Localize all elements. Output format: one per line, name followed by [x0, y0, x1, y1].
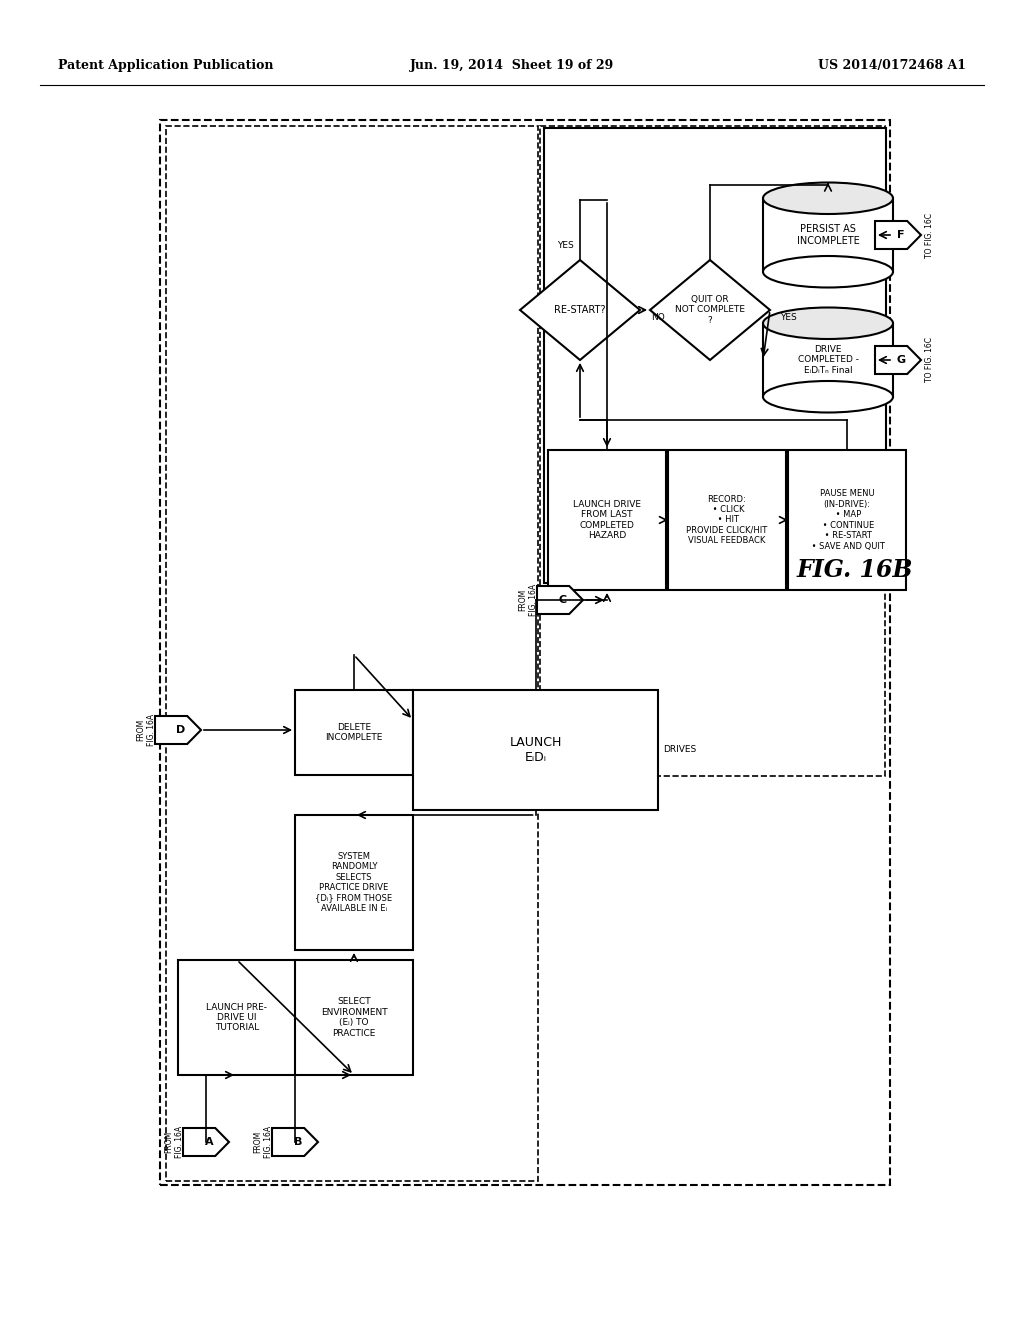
Text: FROM
FIG. 16A: FROM FIG. 16A — [518, 583, 538, 616]
Text: B: B — [294, 1137, 302, 1147]
Bar — [668, 450, 786, 590]
Polygon shape — [650, 260, 770, 360]
Text: SYSTEM
RANDOMLY
SELECTS
PRACTICE DRIVE
{Dᵢ} FROM THOSE
AVAILABLE IN Eᵢ: SYSTEM RANDOMLY SELECTS PRACTICE DRIVE {… — [315, 851, 392, 913]
Text: TO FIG. 16C: TO FIG. 16C — [926, 213, 935, 257]
Polygon shape — [155, 715, 201, 744]
Bar — [413, 690, 658, 810]
Bar — [548, 450, 666, 590]
Polygon shape — [520, 260, 640, 360]
Text: D: D — [176, 725, 185, 735]
Text: LAUNCH DRIVE
FROM LAST
COMPLETED
HAZARD: LAUNCH DRIVE FROM LAST COMPLETED HAZARD — [573, 500, 641, 540]
Bar — [544, 128, 886, 583]
Ellipse shape — [763, 381, 893, 412]
Text: TO FIG. 16C: TO FIG. 16C — [926, 338, 935, 383]
Text: DRIVES: DRIVES — [663, 746, 696, 755]
Bar — [788, 450, 906, 590]
Text: Patent Application Publication: Patent Application Publication — [58, 59, 273, 73]
Bar — [295, 814, 413, 950]
Text: DRIVE
COMPLETED -
EᵢDᵢTₙ Final: DRIVE COMPLETED - EᵢDᵢTₙ Final — [798, 345, 858, 375]
Ellipse shape — [763, 256, 893, 288]
Text: DELETE
INCOMPLETE: DELETE INCOMPLETE — [326, 723, 383, 742]
Text: F: F — [897, 230, 905, 240]
Text: C: C — [559, 595, 567, 605]
Text: QUIT OR
NOT COMPLETE
?: QUIT OR NOT COMPLETE ? — [675, 296, 745, 325]
Text: LAUNCH PRE-
DRIVE UI
TUTORIAL: LAUNCH PRE- DRIVE UI TUTORIAL — [207, 1003, 267, 1032]
Text: Jun. 19, 2014  Sheet 19 of 29: Jun. 19, 2014 Sheet 19 of 29 — [410, 59, 614, 73]
Text: RECORD:
 • CLICK
 • HIT
PROVIDE CLICK/HIT
VISUAL FEEDBACK: RECORD: • CLICK • HIT PROVIDE CLICK/HIT … — [686, 495, 768, 545]
Bar — [763, 323, 893, 397]
Bar — [540, 125, 885, 776]
Text: YES: YES — [557, 240, 573, 249]
Text: YES: YES — [779, 314, 797, 322]
Bar — [178, 960, 296, 1074]
Text: FROM
FIG. 16A: FROM FIG. 16A — [136, 714, 156, 746]
Text: G: G — [896, 355, 905, 366]
Bar — [763, 198, 893, 272]
Bar — [295, 960, 413, 1074]
Text: NO: NO — [651, 314, 665, 322]
Bar — [166, 125, 538, 1181]
Text: PERSIST AS
INCOMPLETE: PERSIST AS INCOMPLETE — [797, 224, 859, 246]
Ellipse shape — [763, 182, 893, 214]
Polygon shape — [874, 220, 921, 249]
Text: RE-START?: RE-START? — [554, 305, 606, 315]
Polygon shape — [537, 586, 583, 614]
Text: SELECT
ENVIRONMENT
(Eᵢ) TO
PRACTICE: SELECT ENVIRONMENT (Eᵢ) TO PRACTICE — [321, 998, 387, 1038]
Text: FIG. 16B: FIG. 16B — [797, 558, 913, 582]
Polygon shape — [272, 1129, 318, 1156]
Ellipse shape — [763, 308, 893, 339]
Text: LAUNCH
EᵢDᵢ: LAUNCH EᵢDᵢ — [509, 737, 562, 764]
Text: FROM
FIG. 16A: FROM FIG. 16A — [164, 1126, 183, 1158]
Bar — [160, 120, 890, 1185]
Text: A: A — [205, 1137, 213, 1147]
Text: FROM
FIG. 16A: FROM FIG. 16A — [253, 1126, 272, 1158]
Polygon shape — [874, 346, 921, 374]
Polygon shape — [183, 1129, 229, 1156]
Bar — [295, 690, 413, 775]
Text: US 2014/0172468 A1: US 2014/0172468 A1 — [818, 59, 966, 73]
Text: PAUSE MENU
(IN-DRIVE):
 • MAP
 • CONTINUE
 • RE-START
 • SAVE AND QUIT: PAUSE MENU (IN-DRIVE): • MAP • CONTINUE … — [809, 490, 885, 550]
